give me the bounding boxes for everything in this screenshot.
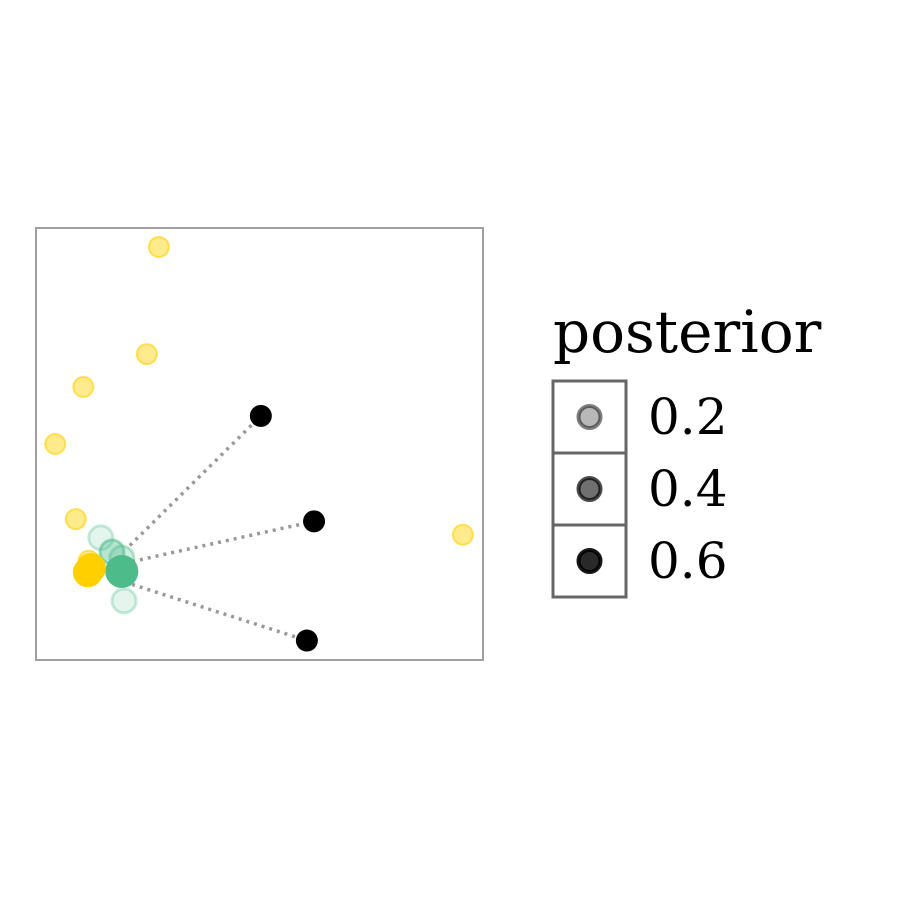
point-yellow-3 xyxy=(72,375,95,398)
legend-key-1 xyxy=(576,404,603,430)
legend-label-1: 0.2 xyxy=(648,388,728,446)
connector-line-3 xyxy=(131,582,308,643)
connector-line-2 xyxy=(131,519,315,564)
point-black-2 xyxy=(303,510,326,533)
point-yellow-5 xyxy=(64,508,87,531)
legend: posterior 0.2 0.4 0.6 xyxy=(551,298,822,599)
point-green-5 xyxy=(105,554,139,588)
legend-label-2: 0.4 xyxy=(648,460,728,518)
plot-frame xyxy=(35,227,484,661)
point-yellow-1 xyxy=(147,236,170,259)
plot-area xyxy=(35,227,484,661)
point-green-4 xyxy=(110,587,138,615)
legend-label-3: 0.6 xyxy=(648,532,728,590)
point-yellow-9 xyxy=(72,557,103,588)
legend-key-box-1 xyxy=(551,379,628,455)
connector-line-1 xyxy=(128,414,263,547)
point-black-3 xyxy=(295,629,318,652)
point-yellow-2 xyxy=(135,343,158,366)
legend-key-3 xyxy=(576,548,603,574)
point-yellow-6 xyxy=(451,523,474,546)
point-yellow-4 xyxy=(44,433,67,455)
legend-entries: 0.2 0.4 0.6 xyxy=(551,379,728,599)
legend-key-2 xyxy=(576,476,603,502)
legend-title: posterior xyxy=(553,298,822,366)
point-black-1 xyxy=(249,404,272,427)
